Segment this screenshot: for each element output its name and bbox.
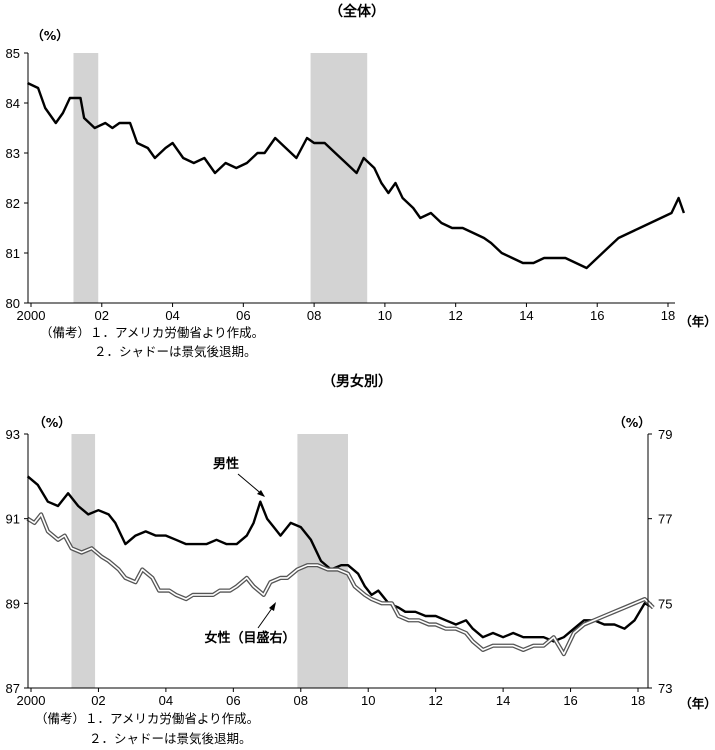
chart1-series-lines [26,81,686,270]
chart1-y-tick-label: 81 [6,246,20,261]
chart1-tick-labels: 80 81 82 83 84 85 2000 02 04 06 08 10 12 14 16 18 [6,46,676,323]
chart1-x-tick-label: 12 [448,308,462,323]
chart2-x-unit: （年） [679,696,715,711]
female-annotation-arrowhead [269,602,276,611]
chart2-series-line-0 [26,475,654,643]
chart2-x-tick-label: 10 [361,693,375,708]
chart1-note-source: （備考）１．アメリカ労働省より作成。 [40,325,265,340]
chart2-x-tick-label: 06 [226,693,240,708]
chart2-note-shadow: ２．シャドーは景気後退期。 [89,731,252,746]
chart1-series-line-0 [26,81,686,270]
chart2-series-lines [26,475,655,657]
chart2-y-tick-label: 89 [6,596,20,611]
chart1-recession-band-1 [310,53,368,303]
chart2-title: （男女別） [322,373,392,390]
chart2-recession-band-0 [71,434,96,688]
chart2-x-tick-label: 12 [428,693,442,708]
chart2-note-source: （備考）１．アメリカ労働省より作成。 [35,711,260,726]
male-annotation-arrowhead [257,490,265,497]
chart2-y-tick-label: 91 [6,512,20,527]
chart2-x-tick-label: 04 [159,693,173,708]
chart2-x-tick-label: 02 [91,693,105,708]
chart2-y-tick-label-right: 79 [658,427,672,442]
chart1-x-tick-label: 02 [95,308,109,323]
chart1-x-tick-label: 08 [307,308,321,323]
chart2-y-tick-label-right: 77 [658,512,672,527]
chart2-y-tick-label-right: 75 [658,596,672,611]
chart2-x-tick-label: 14 [496,693,510,708]
chart2-x-tick-label: 2000 [17,693,46,708]
chart1-x-tick-label: 06 [236,308,250,323]
chart1-recession-band-0 [73,53,99,303]
chart1-y-tick-label: 82 [6,196,20,211]
chart1-recession-shading [73,53,368,303]
male-series-annotation: 男性 [213,456,239,472]
chart2-y-unit-right: （%） [613,415,651,430]
chart2-x-tick-label: 08 [294,693,308,708]
chart1-x-tick-label: 14 [519,308,533,323]
chart2-y-tick-label: 93 [6,427,20,442]
chart1-note-shadow: ２．シャドーは景気後退期。 [94,344,257,359]
chart1-x-tick-label: 2000 [17,308,46,323]
chart2-x-tick-label: 16 [563,693,577,708]
female-series-annotation: 女性（目盛右） [204,630,295,646]
chart1-x-tick-label: 16 [590,308,604,323]
chart1-x-tick-label: 04 [165,308,179,323]
chart2-series-female-line [27,513,654,655]
chart1-title: （全体） [329,3,385,20]
chart1-y-tick-label: 85 [6,46,20,61]
chart2-x-tick-label: 18 [631,693,645,708]
chart1-y-tick-label: 84 [6,96,20,111]
chart1-y-unit: （%） [31,28,69,43]
chart2-y-unit-left: （%） [33,415,71,430]
chart2-y-tick-label: 87 [6,681,20,696]
chart2-y-tick-label-right: 73 [658,681,672,696]
chart2-tick-labels: 87 89 91 93 73 75 77 79 2000 02 04 06 08 10 12 14 16 18 [6,427,673,708]
chart2-recession-shading [71,434,348,688]
chart1-x-unit: （年） [679,314,715,329]
chart1-y-tick-label: 83 [6,146,20,161]
chart1-x-tick-label: 10 [378,308,392,323]
chart1-y-tick-label: 80 [6,296,20,311]
chart1-x-tick-label: 18 [661,308,675,323]
